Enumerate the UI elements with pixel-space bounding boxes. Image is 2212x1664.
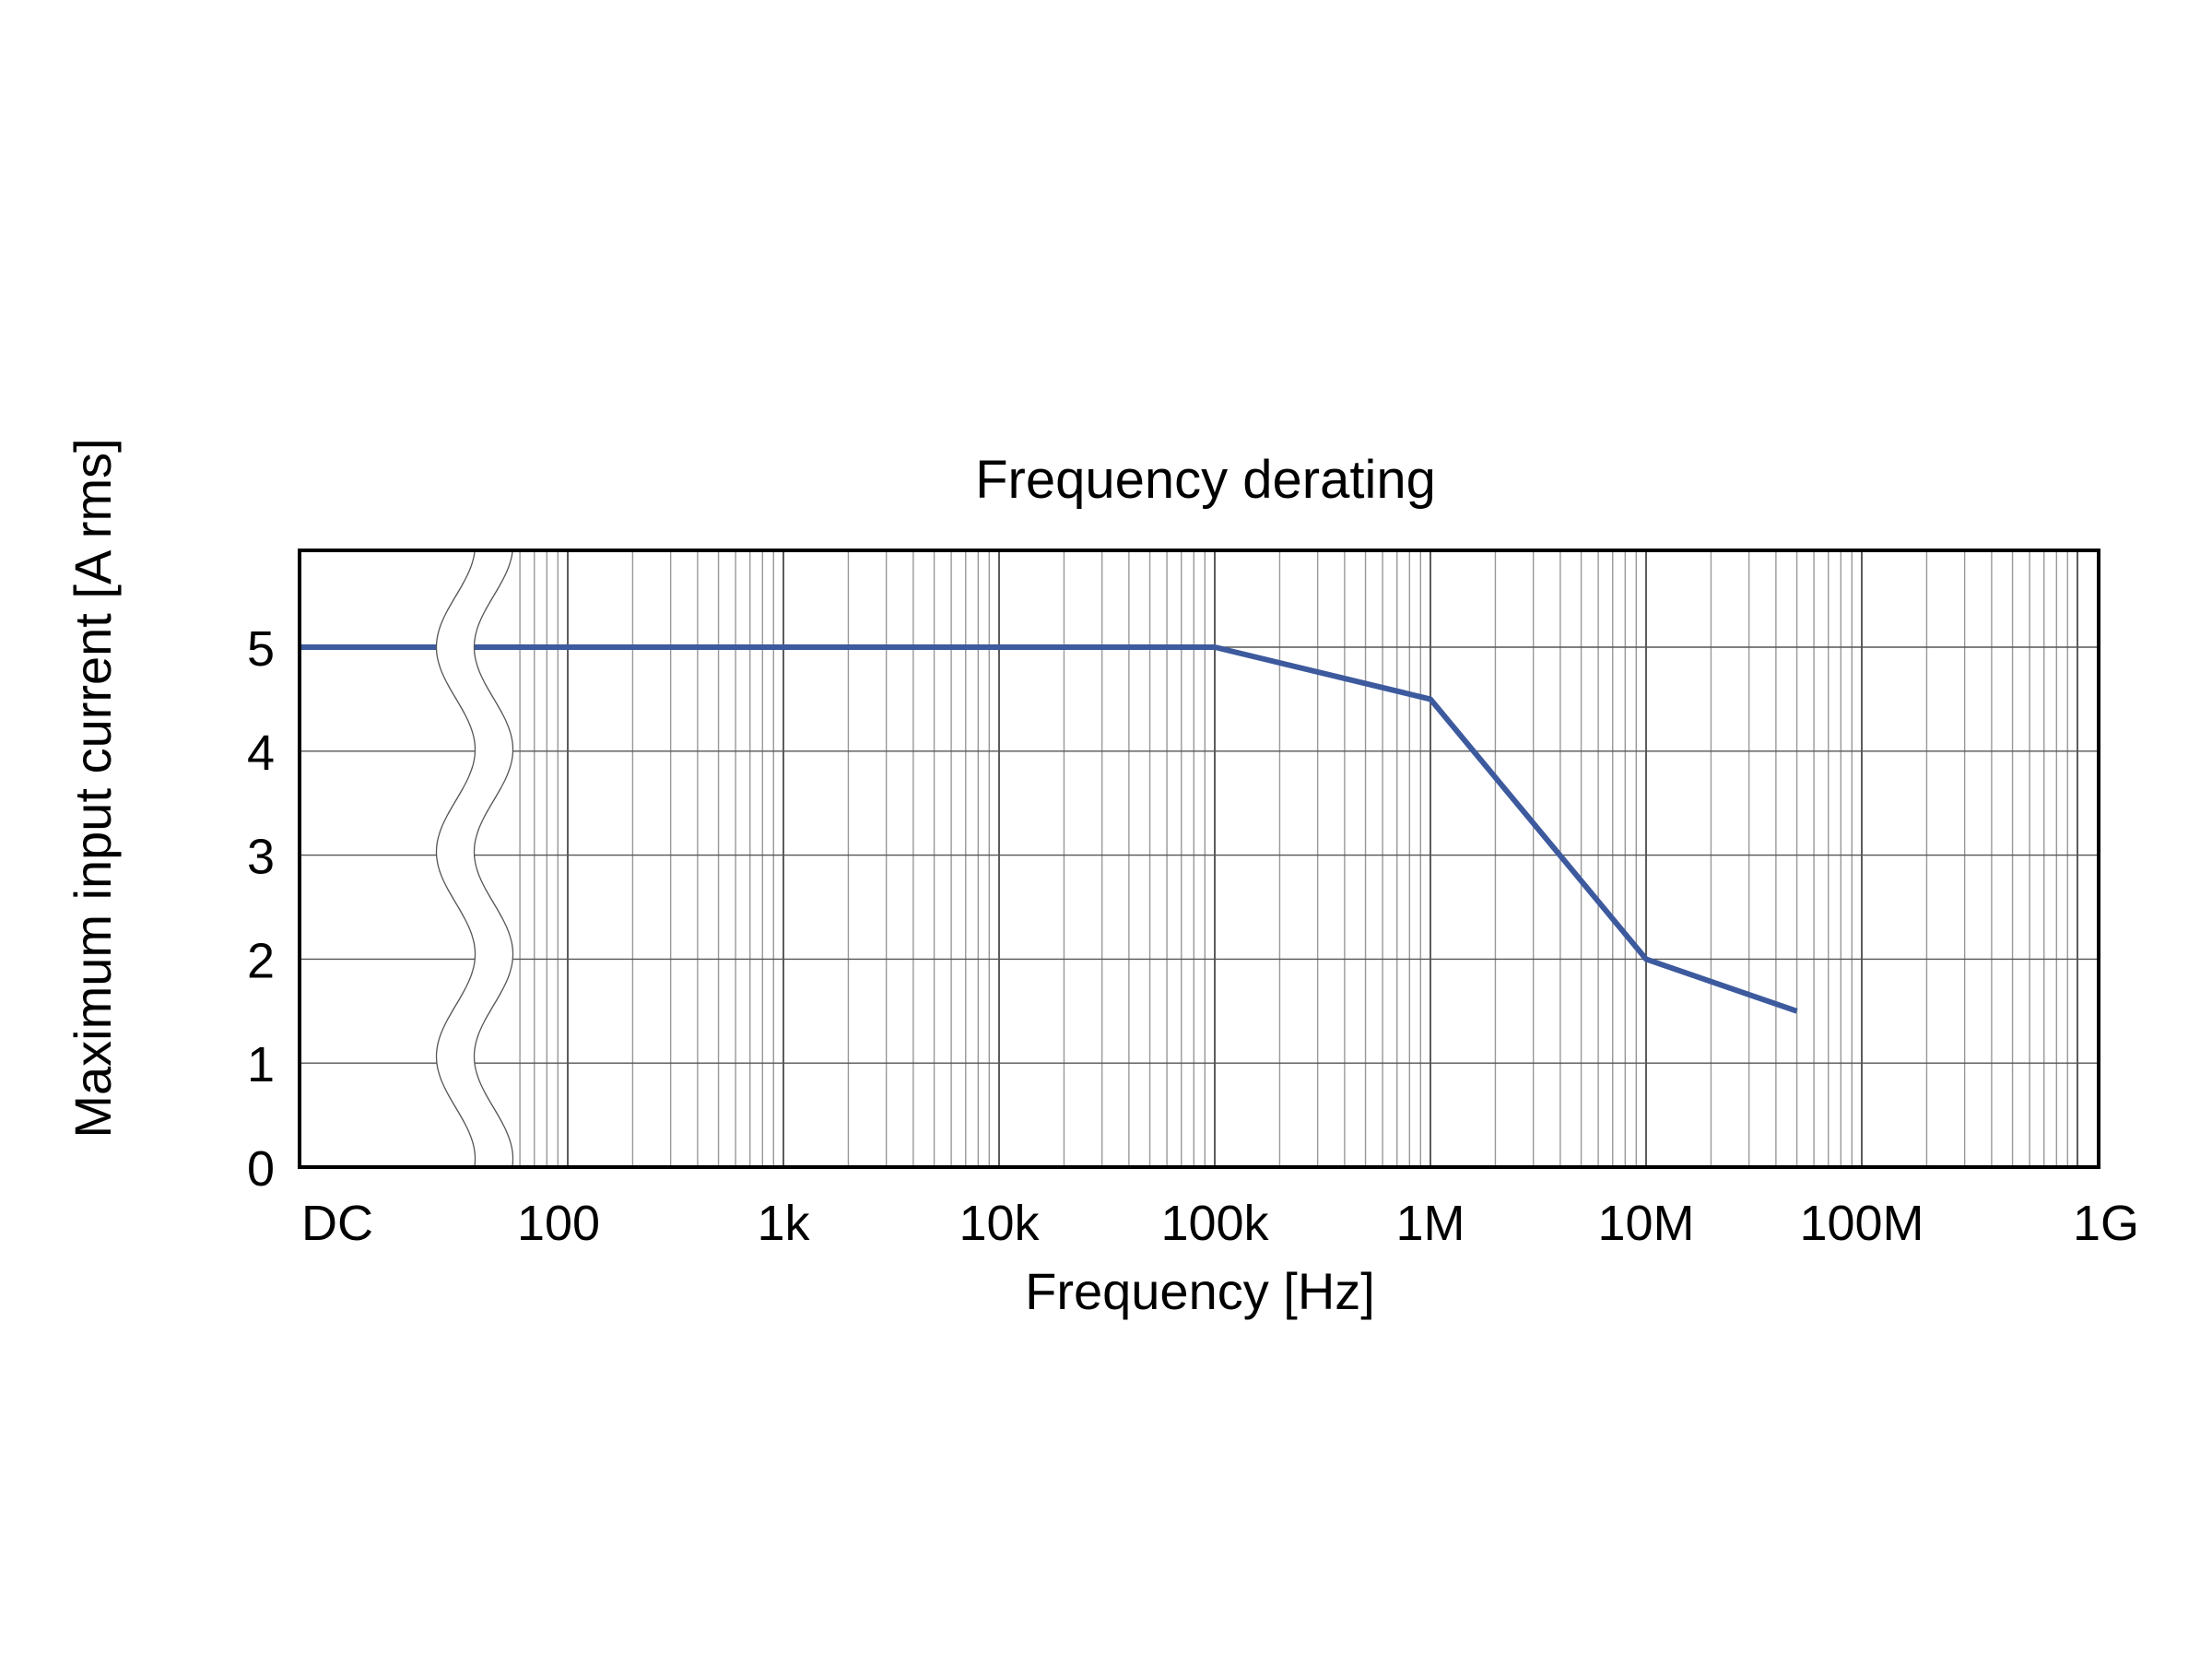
plot-frame xyxy=(298,549,2100,1169)
y-tick-label: 1 xyxy=(247,1037,275,1092)
grid xyxy=(300,550,2099,1167)
x-tick-label: DC xyxy=(301,1196,373,1251)
x-axis-label: Frequency [Hz] xyxy=(1025,1262,1375,1320)
x-tick-label: 100k xyxy=(1160,1196,1269,1251)
y-tick-label: 5 xyxy=(247,621,275,677)
axis-break-line-right xyxy=(473,549,514,1167)
y-tick-labels: 0 1 2 3 4 5 xyxy=(247,621,275,1197)
y-tick-label: 4 xyxy=(247,726,275,781)
x-tick-label: 10M xyxy=(1597,1196,1694,1251)
axis-break-line-left xyxy=(435,549,477,1167)
chart-title: Frequency derating xyxy=(975,450,1436,510)
y-tick-label: 2 xyxy=(247,933,275,988)
x-tick-label: 10k xyxy=(959,1196,1040,1251)
y-tick-label: 0 xyxy=(247,1141,275,1197)
y-tick-label: 3 xyxy=(247,830,275,885)
x-tick-label: 1G xyxy=(2073,1196,2139,1251)
x-tick-label: 100 xyxy=(517,1196,600,1251)
x-tick-label: 1k xyxy=(757,1196,810,1251)
series-line xyxy=(300,644,1798,1014)
x-tick-label: 100M xyxy=(1799,1196,1924,1251)
axis-break-band xyxy=(436,550,513,1167)
series-layer xyxy=(300,549,1798,1167)
x-tick-labels: DC 100 1k 10k 100k 1M 10M 100M 1G xyxy=(301,1196,2139,1251)
x-tick-label: 1M xyxy=(1395,1196,1465,1251)
y-axis-label: Maximum input current [A rms] xyxy=(64,438,122,1138)
